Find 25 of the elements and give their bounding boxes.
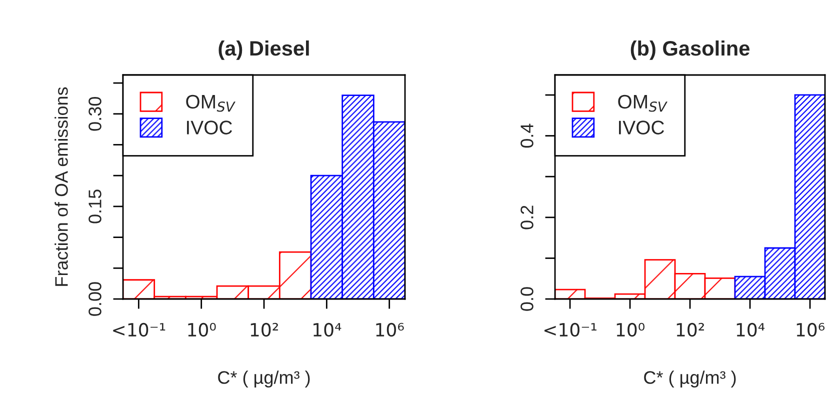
legend-label: IVOC [187,120,232,134]
y-tick-label: 0.0 [520,287,534,311]
x-axis-title: C* ( µg/m³ ) [644,370,736,388]
x-axis-title: C* ( µg/m³ ) [218,370,310,388]
y-tick-label: 0.30 [88,97,102,131]
legend-label: OM$_{SV}$ [186,94,236,112]
x-tick-label: 10⁰ [188,322,216,337]
y-axis-title: Fraction of OA emissions [54,87,68,286]
chart-title: (a) Diesel [218,40,309,60]
x-tick-label: 10² [676,322,704,337]
chart-title: (b) Gasoline [630,40,750,60]
y-tick-label: 0.4 [520,124,534,148]
y-tick-label: 0.15 [88,190,102,224]
x-tick-label: 10⁴ [736,322,765,337]
x-tick-label: <10⁻¹ [544,322,596,337]
legend-label: IVOC [619,120,664,134]
y-tick-label: 0.2 [520,206,534,230]
y-tick-label: 0.00 [88,282,102,316]
x-tick-label: 10⁶ [376,322,404,337]
x-tick-label: <10⁻¹ [113,322,166,337]
x-tick-label: 10² [250,322,278,337]
x-tick-label: 10⁴ [314,322,342,337]
x-tick-label: 10⁰ [616,322,644,337]
legend-label: OM$_{SV}$ [618,94,668,112]
x-tick-label: 10⁶ [796,322,825,337]
